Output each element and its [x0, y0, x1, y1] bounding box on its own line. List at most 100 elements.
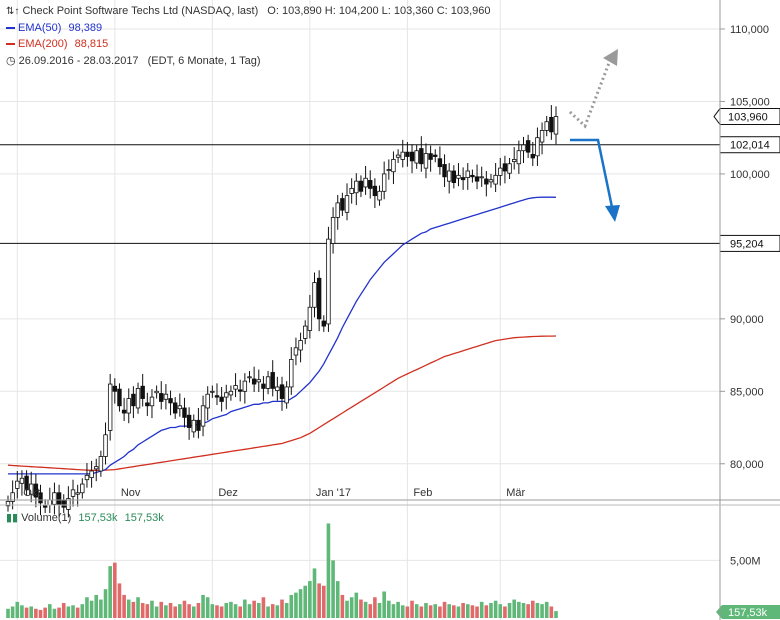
- volume-bar: [52, 608, 57, 618]
- candle-body: [451, 170, 457, 184]
- y-tick-label: 90,000: [730, 314, 764, 326]
- candle-body: [251, 378, 257, 385]
- candle-body: [335, 202, 340, 218]
- volume-bar: [284, 603, 289, 618]
- volume-bar: [47, 604, 52, 618]
- candle-body: [10, 492, 15, 502]
- volume-bar: [103, 589, 108, 618]
- candle-body: [544, 121, 549, 131]
- candle-body: [423, 153, 429, 169]
- candle-body: [200, 405, 206, 427]
- volume-tick-label: 5,00M: [730, 555, 761, 567]
- candle-body: [98, 456, 104, 472]
- volume-bar: [526, 604, 530, 618]
- volume-bar: [99, 599, 103, 618]
- volume-bar: [321, 585, 326, 618]
- volume-bar: [521, 603, 526, 618]
- last-price-label: 103,960: [728, 112, 768, 124]
- candle-body: [307, 306, 313, 331]
- ema50-value: 98,389: [68, 22, 103, 34]
- volume-bar: [391, 604, 396, 618]
- candle-body: [219, 396, 224, 402]
- candle-body: [525, 140, 531, 153]
- candle-body: [107, 383, 113, 431]
- x-tick-label: Nov: [121, 487, 141, 499]
- candle-body: [214, 395, 220, 398]
- ema200-legend: EMA(200) 88,815: [6, 38, 108, 50]
- volume-bar: [414, 604, 419, 618]
- candle-body: [381, 173, 387, 192]
- candle-body: [89, 470, 94, 478]
- volume-bar: [312, 568, 317, 618]
- volume-bar: [85, 597, 89, 618]
- ema50-label: EMA(50): [18, 22, 62, 34]
- volume-bar: [400, 605, 405, 618]
- volume-bar: [512, 599, 517, 618]
- volume-bar: [261, 597, 266, 618]
- volume-bar: [10, 606, 15, 618]
- candle-body: [163, 393, 169, 400]
- ema50-legend: EMA(50) 98,389: [6, 22, 102, 34]
- candle-body: [80, 483, 85, 494]
- candle-body: [330, 216, 336, 244]
- volume-bar: [168, 603, 173, 618]
- volume-bar: [150, 600, 154, 618]
- candle-body: [56, 492, 62, 505]
- candle-body: [349, 188, 354, 194]
- candle-body: [242, 380, 248, 392]
- x-tick-label: Dez: [218, 487, 238, 499]
- candle-body: [456, 174, 461, 179]
- volume-bar: [182, 600, 187, 618]
- candle-body: [145, 402, 150, 407]
- volume-bar: [447, 604, 451, 618]
- candle-body: [256, 379, 261, 383]
- volume-bar: [289, 594, 294, 618]
- instrument-title: Check Point Software Techs Ltd (NASDAQ, …: [22, 5, 259, 17]
- volume-bar: [535, 603, 540, 618]
- candle-body: [94, 466, 99, 470]
- volume-bar: [34, 608, 38, 618]
- candle-body: [535, 137, 540, 157]
- candle-body: [233, 385, 238, 390]
- volume-bar: [136, 597, 140, 618]
- volume-bar: [354, 592, 359, 618]
- volume-bar: [210, 604, 215, 618]
- volume-bar: [122, 594, 126, 618]
- volume-value-2: 157,53k: [124, 512, 164, 524]
- grid: [0, 0, 720, 620]
- candle-body: [131, 393, 136, 407]
- candle-body: [326, 238, 331, 325]
- candle-body: [293, 347, 299, 356]
- level-label: 95,204: [730, 238, 764, 250]
- volume-bar: [544, 601, 549, 618]
- volume-bar: [71, 605, 75, 618]
- ema200-label: EMA(200): [18, 38, 68, 50]
- candle-body: [549, 116, 554, 133]
- candle-body: [498, 167, 503, 176]
- volume-bar: [442, 601, 447, 618]
- volume-bar: [61, 603, 66, 618]
- volume-value-1: 157,53k: [78, 512, 118, 524]
- volume-bar: [159, 601, 164, 618]
- candle-body: [386, 169, 392, 171]
- volume-bar: [38, 609, 43, 618]
- volume-bar: [164, 605, 168, 618]
- candle-body: [400, 151, 405, 160]
- candle-body: [414, 150, 419, 164]
- volume-bar: [493, 600, 498, 618]
- candle-body: [358, 180, 364, 192]
- volume-last-box: [716, 605, 780, 619]
- volume-bar: [270, 604, 275, 618]
- candle-body: [303, 325, 308, 339]
- candle-body: [442, 164, 447, 178]
- candle-body: [38, 492, 43, 504]
- candle-body: [149, 396, 155, 407]
- volume-bar: [243, 599, 247, 618]
- y-tick-label: 80,000: [730, 459, 764, 471]
- candle-body: [228, 390, 234, 396]
- volume-bar: [126, 599, 131, 618]
- volume-bar: [530, 600, 535, 618]
- y-tick-label: 105,000: [730, 96, 770, 108]
- candle-body: [409, 151, 415, 162]
